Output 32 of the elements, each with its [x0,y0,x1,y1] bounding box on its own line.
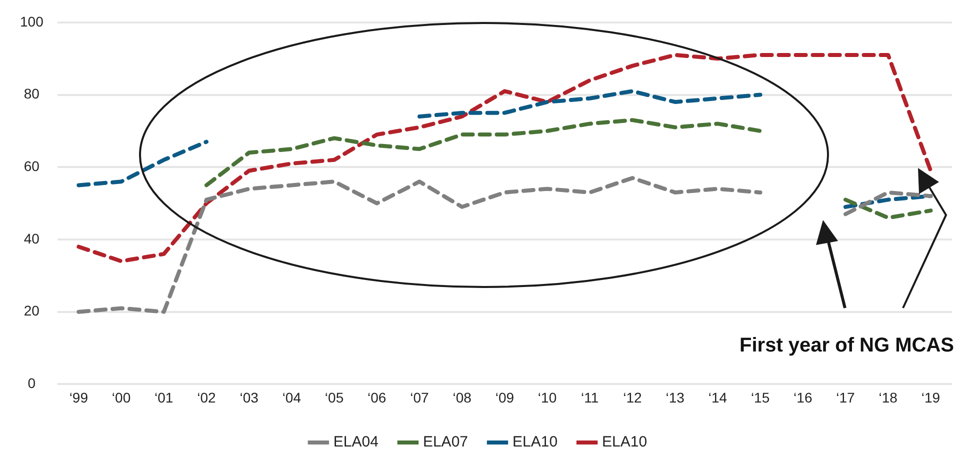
x-tick-label: ‘07 [410,389,430,406]
y-tick-label: 0 [28,375,36,392]
legend-label: ELA07 [422,434,468,451]
legend-label: ELA10 [602,434,648,451]
x-tick-label: ‘09 [495,389,514,406]
x-tick-label: ‘12 [623,389,642,406]
legend-label: ELA10 [512,434,558,451]
x-tick-label: ‘05 [324,389,344,406]
x-tick-label: ‘06 [368,389,386,406]
x-tick-label: ‘02 [197,389,216,406]
y-tick-label: 80 [24,86,40,102]
x-tick-label: ‘04 [282,389,302,406]
annotation: First year of NG MCAS [740,334,954,357]
y-tick-label: 60 [24,158,40,174]
legend-label: ELA04 [333,434,378,451]
y-tick-label: 20 [24,302,40,319]
x-tick-label: ‘08 [452,389,472,406]
y-tick-label: 40 [24,230,40,246]
x-tick-label: ‘14 [708,389,728,406]
x-tick-label: ‘15 [750,389,770,406]
x-tick-label: ‘11 [581,389,599,406]
x-tick-label: ‘19 [921,389,940,406]
x-tick-label: ‘10 [538,389,557,406]
x-tick-label: ‘03 [240,389,259,406]
x-tick-label: ‘17 [836,389,856,406]
x-tick-label: ‘00 [112,389,131,406]
x-tick-label: ‘99 [69,389,88,406]
x-tick-label: ‘13 [666,389,685,406]
x-tick-label: ‘18 [878,389,898,406]
y-tick-label: 100 [20,13,44,30]
x-tick-label: ‘16 [794,389,812,406]
x-tick-label: ‘01 [154,389,174,406]
